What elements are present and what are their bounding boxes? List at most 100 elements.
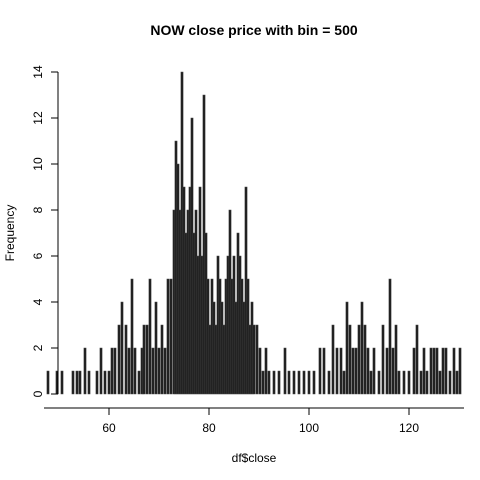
histogram-bar — [372, 347, 376, 395]
histogram-bar — [448, 370, 452, 395]
histogram-bar — [252, 324, 256, 395]
y-tick-label: 4 — [31, 298, 45, 305]
y-tick-label: 12 — [31, 111, 45, 125]
histogram-bar — [458, 347, 462, 395]
histogram-bar — [435, 347, 439, 395]
histogram-bar — [160, 324, 164, 395]
histogram-bar — [107, 370, 111, 395]
histogram-bar — [415, 324, 419, 395]
y-tick-label: 10 — [31, 157, 45, 171]
histogram-bar — [391, 347, 395, 395]
histogram-bar — [87, 370, 91, 395]
histogram-bar — [363, 324, 367, 395]
x-axis-label: df$close — [232, 451, 277, 465]
histogram-bar — [297, 370, 301, 395]
histogram-bar — [312, 370, 316, 395]
histogram-bar — [331, 324, 335, 395]
chart-title: NOW close price with bin = 500 — [150, 22, 358, 38]
x-tick-label: 120 — [399, 421, 419, 435]
histogram-bar — [412, 347, 416, 395]
histogram-bar — [163, 347, 167, 395]
histogram-bar — [381, 324, 385, 395]
histogram-bar — [357, 324, 361, 395]
histogram-bar — [348, 324, 352, 395]
histogram-bar — [255, 324, 259, 395]
y-axis-label: Frequency — [3, 205, 17, 262]
histogram-bar — [110, 347, 114, 395]
histogram-bar — [145, 324, 149, 395]
histogram-bar — [113, 347, 117, 395]
histogram-bar — [452, 347, 456, 395]
histogram-bar — [339, 347, 343, 395]
histogram-bar — [327, 370, 331, 395]
histogram-bar — [120, 301, 124, 395]
histogram-bar — [369, 370, 373, 395]
histogram-bar — [318, 347, 322, 395]
x-axis: 60 80 100 120 — [44, 407, 464, 435]
histogram-bar — [142, 324, 146, 395]
histogram-bar — [117, 324, 121, 395]
histogram-bar — [366, 347, 370, 395]
y-tick-label: 0 — [31, 390, 45, 397]
bars-group — [46, 71, 462, 395]
histogram-bar — [407, 370, 411, 395]
histogram-bar — [419, 370, 423, 395]
x-tick-label: 60 — [102, 421, 116, 435]
histogram-bar — [342, 370, 346, 395]
histogram-bar — [351, 347, 355, 395]
histogram-bar — [444, 347, 448, 395]
y-tick-label: 6 — [31, 252, 45, 259]
histogram-bar — [83, 347, 87, 395]
histogram-bar — [103, 370, 107, 395]
histogram-bar — [345, 301, 349, 395]
y-tick-label: 2 — [31, 344, 45, 351]
histogram-bar — [283, 347, 287, 395]
histogram-bar — [71, 370, 75, 395]
histogram-bar — [148, 278, 152, 395]
histogram-bar — [130, 278, 134, 395]
histogram-bar — [360, 301, 364, 395]
x-tick-label: 80 — [202, 421, 216, 435]
histogram-bar — [302, 370, 306, 395]
histogram-bar — [335, 347, 339, 395]
histogram-bar — [425, 370, 429, 395]
histogram-bar — [292, 370, 296, 395]
histogram-bar — [166, 278, 170, 395]
histogram-bar — [267, 370, 271, 395]
histogram-bar — [78, 370, 82, 395]
histogram-bar — [154, 301, 158, 395]
histogram-bar — [422, 347, 426, 395]
y-tick-label: 14 — [31, 65, 45, 79]
histogram-bar — [124, 324, 128, 395]
histogram-bar — [46, 370, 50, 395]
histogram-bar — [60, 370, 64, 395]
histogram-bar — [95, 370, 99, 395]
histogram-bar — [438, 370, 442, 395]
histogram-bar — [354, 347, 358, 395]
histogram-bar — [397, 370, 401, 395]
histogram-bar — [307, 370, 311, 395]
histogram-bar — [157, 347, 161, 395]
histogram-bar — [127, 347, 131, 395]
y-axis: 0 2 4 6 8 10 12 14 — [31, 65, 59, 397]
histogram-bar — [272, 370, 276, 395]
histogram-bar — [261, 370, 265, 395]
histogram-bar — [388, 278, 392, 395]
histogram-bar — [264, 347, 268, 395]
histogram-bar — [137, 370, 141, 395]
histogram-bar — [287, 370, 291, 395]
histogram-bar — [258, 347, 262, 395]
histogram-bar — [402, 370, 406, 395]
histogram-bar — [151, 347, 155, 395]
x-tick-label: 100 — [299, 421, 319, 435]
histogram-bar — [432, 347, 436, 395]
histogram-bar — [277, 370, 281, 395]
histogram-bar — [441, 347, 445, 395]
histogram-bar — [75, 370, 79, 395]
histogram-bar — [377, 370, 381, 395]
histogram-bar — [429, 347, 433, 395]
histogram-bar — [169, 278, 173, 395]
histogram-bar — [385, 347, 389, 395]
histogram-bar — [99, 347, 103, 395]
